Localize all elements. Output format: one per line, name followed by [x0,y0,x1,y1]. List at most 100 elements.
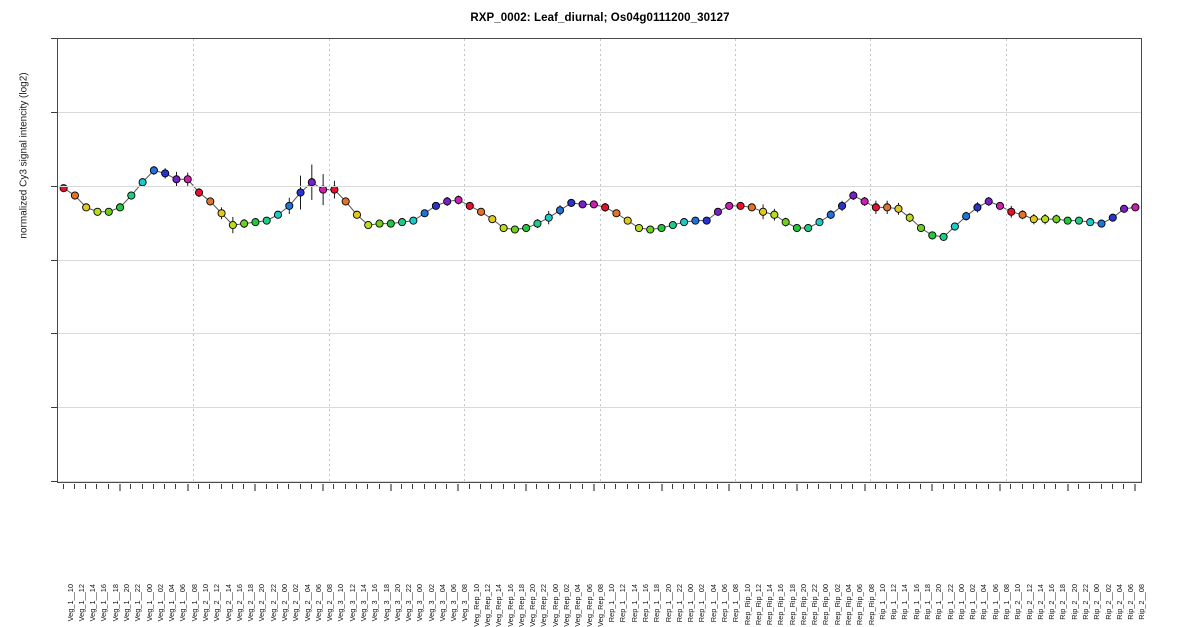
x-tick-mark [130,484,132,489]
data-point [770,210,779,219]
x-tick-label: Veg_Rep_10 [471,584,481,627]
x-tick-label: Veg_1__20 [122,584,132,622]
data-point [680,218,689,227]
x-tick-label: Rep_Rip_20 [798,584,808,626]
x-tick-label: Rip_1__00 [956,584,966,620]
x-tick-mark [412,484,414,489]
x-tick-label: Rep_Rip_00 [821,584,831,626]
data-point [973,203,982,212]
x-tick-label: Rep_Rip_22 [810,584,820,626]
x-tick-mark [750,484,752,489]
x-tick-mark [1111,484,1113,489]
x-tick-mark [615,484,617,489]
data-point [1086,218,1095,227]
x-tick-mark [502,484,504,489]
x-tick-label: Veg_1__16 [99,584,109,622]
x-tick-mark [1055,484,1057,489]
data-point [296,188,305,197]
data-point [341,197,350,206]
x-tick-mark [671,484,673,489]
x-tick-mark [288,484,290,489]
y-axis-title: normalized Cy3 signal intencity (log2) [18,72,30,239]
x-tick-label: Veg_3__04 [437,584,447,622]
x-tick-mark [987,484,989,489]
group-separator-gridline [193,39,195,482]
x-tick-mark [299,484,301,489]
data-point [601,203,610,212]
x-tick-mark [198,484,200,489]
x-tick-label: Veg_2__16 [234,584,244,622]
x-tick-mark [626,484,628,489]
x-tick-label: Veg_3__08 [460,584,470,622]
data-point [454,195,463,205]
x-tick-label: Veg_1__06 [178,584,188,622]
x-tick-label: Veg_Rep_00 [550,584,560,627]
x-tick-label: Veg_Rep_06 [584,584,594,627]
data-point [962,212,971,221]
x-tick-label: Rep_Rip_18 [787,584,797,626]
data-point [251,218,260,227]
x-tick-label: Rip_1__12 [889,584,899,620]
x-tick-mark [73,484,75,489]
data-point [702,216,711,225]
x-tick-label: Veg_3__14 [358,584,368,622]
x-tick-label: Rip_2__14 [1035,584,1045,620]
x-tick-mark [897,484,899,489]
x-tick-mark [829,484,831,489]
x-tick-mark [570,484,572,489]
data-point [713,207,723,216]
x-tick-mark [953,484,955,489]
data-point [646,225,655,234]
x-tick-label: Rep_1__00 [686,584,696,623]
x-tick-label: Rep_1__12 [618,584,628,623]
y-axis-ticks: 151050-5-10-15 [51,38,1142,483]
data-point [217,209,226,218]
x-tick-mark [559,484,561,489]
data-point [1131,203,1140,212]
x-tick-mark [604,484,606,489]
data-point [375,219,384,228]
x-tick-label: Rep_1__18 [652,584,662,623]
data-point [352,210,362,219]
x-tick-label: Rip_2__18 [1058,584,1068,620]
data-point [939,232,948,241]
x-tick-mark [592,484,595,491]
data-point [634,223,644,233]
data-point [984,197,993,206]
x-tick-mark [649,484,651,489]
x-tick-mark [637,484,639,489]
data-point [871,203,880,212]
x-axis-ticks [57,484,1142,493]
x-tick-label: Rip_2__12 [1024,584,1034,620]
x-tick-label: Veg_2__08 [325,584,335,622]
x-tick-label: Veg_1__00 [144,584,154,622]
x-tick-label: Veg_1__10 [65,584,75,622]
data-point [149,166,158,175]
x-tick-label: Rip_2__06 [1126,584,1136,620]
x-tick-label: Rip_2__10 [1013,584,1023,620]
x-tick-mark [942,484,944,489]
x-tick-mark [367,484,369,489]
data-point [1041,215,1050,224]
x-tick-label: Veg_1__08 [189,584,199,622]
x-tick-mark [547,484,549,489]
y-tick-mark [51,407,57,409]
group-separator-gridline [734,39,736,482]
x-tick-mark [1032,484,1034,489]
data-point [612,209,621,218]
data-point [759,207,768,216]
data-point [657,223,666,233]
data-point [950,222,959,231]
data-point [826,210,835,219]
data-point [1097,219,1106,228]
y-tick-mark [51,333,57,335]
x-tick-label: Veg_Rep_18 [516,584,526,627]
x-tick-mark [694,484,696,489]
x-tick-mark [1044,484,1046,489]
x-tick-label: Veg_3__18 [381,584,391,622]
data-point [398,218,407,227]
x-tick-label: Veg_3__22 [404,584,414,622]
data-point [995,201,1005,210]
x-tick-label: Veg_2__22 [268,584,278,622]
x-tick-label: Rep_1__14 [629,584,639,623]
